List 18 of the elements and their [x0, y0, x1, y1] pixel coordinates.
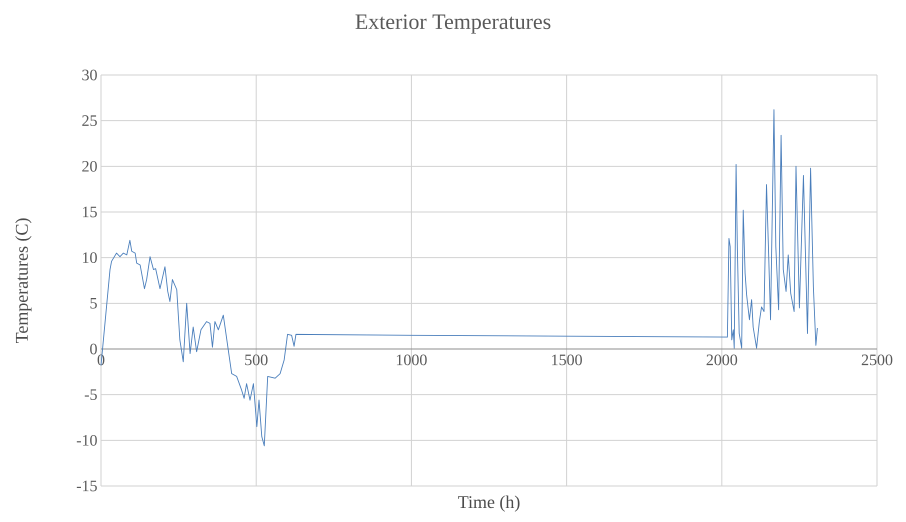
x-tick-label: 2000	[706, 354, 738, 366]
y-tick-label: 0	[90, 344, 97, 354]
y-tick-label: 15	[82, 206, 97, 218]
y-tick-label: 5	[90, 298, 97, 309]
y-tick-label: -10	[76, 434, 97, 446]
x-tick-label: 2500	[862, 354, 892, 366]
chart-title: Exterior Temperatures	[356, 14, 550, 34]
y-tick-label: 30	[82, 70, 97, 80]
x-axis-title: Time (h)	[458, 495, 520, 512]
x-tick-label: 1500	[552, 354, 582, 366]
y-tick-label: -15	[76, 480, 97, 492]
y-tick-label: 10	[82, 252, 97, 264]
y-tick-label: -5	[84, 389, 97, 400]
y-tick-label: 25	[82, 115, 97, 126]
y-tick-label: 20	[82, 160, 97, 172]
x-tick-label: 500	[245, 354, 268, 366]
y-axis-title: Temperatures (C)	[15, 218, 32, 344]
x-tick-label: 1000	[396, 354, 427, 366]
